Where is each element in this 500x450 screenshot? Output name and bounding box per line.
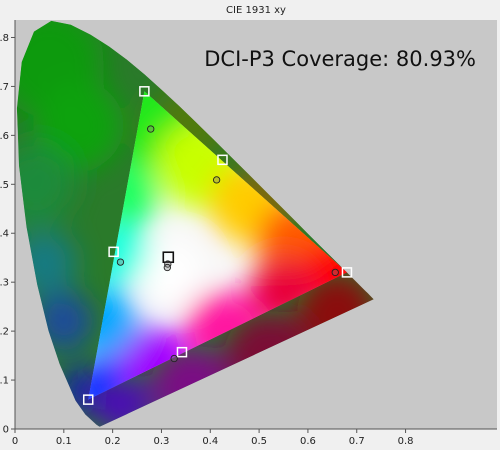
measured-point	[116, 258, 125, 266]
y-tick-label: 0.1	[0, 376, 9, 387]
y-tick-label: 0.6	[0, 131, 9, 142]
y-tick-label: 0.4	[0, 229, 9, 240]
y-tick-label: 0.7	[0, 82, 9, 93]
y-tick-label: 0.3	[0, 278, 9, 289]
measured-point	[212, 176, 221, 184]
axis-ticks: 0 0.1 0.2 0.3 0.4 0.5 0.6 0.7 0.8 0 0.1 0.2 0.3 0.4 0.…	[0, 33, 414, 447]
chart-title: CIE 1931 xy	[226, 5, 286, 16]
target-point	[217, 154, 228, 166]
x-tick-label: 0.4	[202, 436, 218, 447]
x-tick-label: 0.2	[105, 436, 121, 447]
coverage-annotation: DCI-P3 Coverage: 80.93%	[204, 47, 476, 71]
measured-point	[170, 354, 178, 363]
target-point	[108, 246, 119, 258]
y-tick-label: 0.8	[0, 33, 9, 44]
measured-point	[331, 268, 339, 277]
y-tick-label: 0.2	[0, 327, 9, 338]
target-point	[162, 251, 175, 264]
y-tick-label: 0.5	[0, 180, 9, 191]
x-tick-label: 0.5	[251, 436, 267, 447]
x-tick-label: 0	[12, 436, 18, 447]
x-tick-label: 0.7	[349, 436, 365, 447]
target-point	[176, 346, 188, 358]
target-point	[139, 86, 150, 97]
x-tick-label: 0.3	[154, 436, 170, 447]
target-point	[341, 267, 353, 278]
x-tick-label: 0.6	[300, 436, 316, 447]
measured-point	[163, 263, 171, 272]
x-tick-label: 0.1	[56, 436, 72, 447]
data-points	[82, 86, 353, 405]
x-tick-label: 0.8	[398, 436, 414, 447]
measured-point	[147, 125, 155, 133]
target-point	[82, 394, 94, 405]
y-tick-label: 0	[3, 425, 9, 436]
